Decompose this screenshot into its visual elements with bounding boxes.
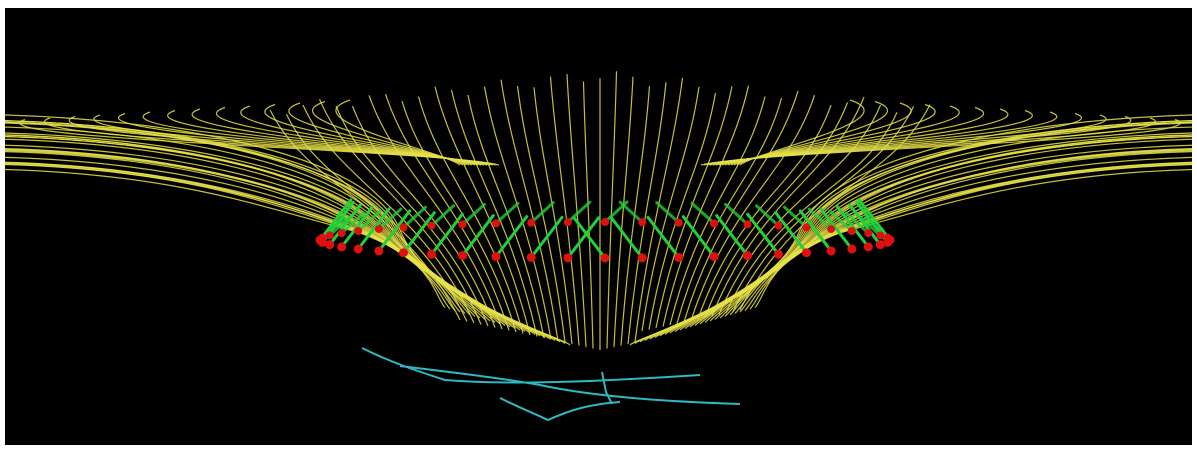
seed-point — [774, 250, 783, 259]
seed-point — [491, 252, 500, 261]
seed-point — [774, 222, 782, 230]
seed-point — [527, 219, 535, 227]
seed-point — [710, 252, 719, 261]
seed-point — [527, 253, 536, 262]
seed-point — [743, 251, 752, 260]
seed-point — [864, 242, 873, 251]
seed-point — [827, 246, 836, 255]
seed-point — [337, 242, 346, 251]
seed-point — [674, 253, 683, 262]
seed-point — [803, 223, 811, 231]
seed-point — [827, 225, 835, 233]
background — [5, 8, 1192, 445]
seed-point — [564, 218, 572, 226]
page-body: (() => { const ns = 'http://www.w3.org/2… — [0, 0, 1197, 451]
seed-point — [428, 222, 436, 230]
seed-point — [848, 227, 856, 235]
seed-point — [601, 218, 609, 226]
seed-point — [884, 234, 892, 242]
seed-point — [744, 220, 752, 228]
seed-point — [675, 219, 683, 227]
seed-point — [399, 248, 408, 257]
seed-point — [847, 245, 856, 254]
seed-point — [492, 219, 500, 227]
seed-point — [459, 220, 467, 228]
visualization — [0, 0, 1197, 451]
seed-point — [876, 240, 885, 249]
seed-point — [563, 253, 572, 262]
seed-point — [638, 218, 646, 226]
seed-point — [638, 253, 647, 262]
seed-point — [876, 231, 884, 239]
seed-point — [318, 234, 326, 242]
seed-point — [338, 229, 346, 237]
seed-point — [864, 229, 872, 237]
seed-point — [458, 251, 467, 260]
seed-point — [374, 246, 383, 255]
seed-point — [326, 231, 334, 239]
seed-point — [802, 248, 811, 257]
seed-point — [354, 227, 362, 235]
seed-point — [354, 245, 363, 254]
seed-point — [375, 225, 383, 233]
seed-point — [710, 219, 718, 227]
seed-point — [427, 250, 436, 259]
seed-point — [399, 223, 407, 231]
seed-point — [601, 254, 610, 263]
page: Field line visualization {} html, body {… — [0, 0, 1197, 451]
